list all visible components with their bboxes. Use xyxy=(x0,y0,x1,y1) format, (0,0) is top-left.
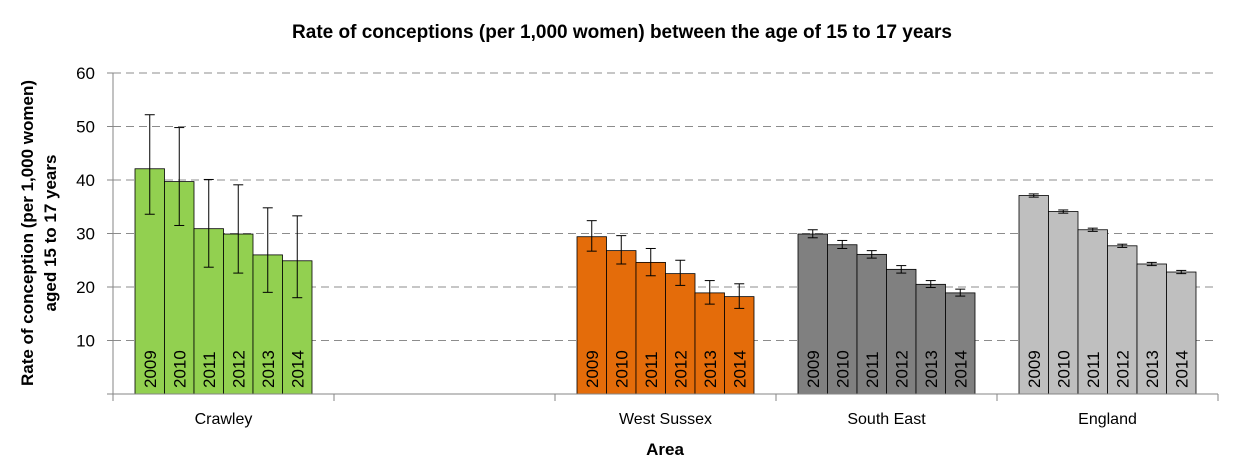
bar-year-label: 2014 xyxy=(730,350,749,388)
y-tick-label: 40 xyxy=(76,171,95,190)
bar-year-label: 2014 xyxy=(951,350,970,388)
bar-year-label: 2013 xyxy=(259,350,278,388)
bar-year-label: 2012 xyxy=(671,350,690,388)
bar xyxy=(886,268,917,395)
category-label: Crawley xyxy=(195,411,253,428)
y-tick-label: 30 xyxy=(76,225,95,244)
x-axis-title: Area xyxy=(646,440,684,459)
category-label: England xyxy=(1078,411,1137,428)
bar-year-label: 2011 xyxy=(200,351,219,388)
category-label: West Sussex xyxy=(619,411,712,428)
y-axis-title-line-2: aged 15 to 17 years xyxy=(41,155,60,312)
y-axis-title: Rate of conception (per 1,000 women) age… xyxy=(18,80,60,386)
bar-year-label: 2009 xyxy=(141,350,160,388)
bar xyxy=(1166,271,1197,395)
bar xyxy=(606,250,637,395)
bar-year-label: 2011 xyxy=(863,351,882,388)
y-axis-title-line-1: Rate of conception (per 1,000 women) xyxy=(18,80,37,386)
bar xyxy=(1077,229,1108,395)
bar xyxy=(576,236,607,395)
series-england: 2009 2010 2011 2012 2013 2014 xyxy=(1018,193,1197,395)
bar xyxy=(724,296,755,395)
bar-year-label: 2010 xyxy=(833,350,852,388)
bar-year-label: 2009 xyxy=(583,350,602,388)
y-tick-label: 50 xyxy=(76,118,95,137)
bar-year-label: 2010 xyxy=(612,350,631,388)
y-tick-label: 20 xyxy=(76,278,95,297)
bar-year-label: 2012 xyxy=(1113,350,1132,388)
axes xyxy=(107,72,1219,401)
category-label: South East xyxy=(847,411,926,428)
bar-year-label: 2009 xyxy=(804,350,823,388)
series-south-east: 2009 2010 2011 2012 2013 2014 xyxy=(797,229,976,395)
category-labels: Crawley West Sussex South East England xyxy=(195,411,1137,428)
bar xyxy=(915,283,946,395)
bar-year-label: 2012 xyxy=(229,350,248,388)
bar-year-label: 2010 xyxy=(170,350,189,388)
bar-year-label: 2013 xyxy=(922,350,941,388)
series-crawley: 2009 2010 2011 2012 2013 2014 xyxy=(134,114,313,395)
bar-year-label: 2011 xyxy=(1084,351,1103,388)
bar xyxy=(694,292,725,395)
y-tick-label: 10 xyxy=(76,332,95,351)
bars: 2009 2010 2011 2012 2013 2014 2009 2010 2011 2012… xyxy=(134,114,1197,395)
series-west-sussex: 2009 2010 2011 2012 2013 2014 xyxy=(576,220,755,395)
bar xyxy=(665,273,696,395)
y-tick-label: 60 xyxy=(76,64,95,83)
bar-year-label: 2013 xyxy=(701,350,720,388)
y-tick-labels: 10 20 30 40 50 60 xyxy=(76,64,95,351)
bar-year-label: 2010 xyxy=(1054,350,1073,388)
bar-year-label: 2014 xyxy=(288,350,307,388)
chart-title: Rate of conceptions (per 1,000 women) be… xyxy=(292,22,952,43)
bar-year-label: 2013 xyxy=(1143,350,1162,388)
bar xyxy=(1018,195,1049,395)
bar-year-label: 2014 xyxy=(1172,350,1191,388)
bar-year-label: 2011 xyxy=(642,351,661,388)
bar-year-label: 2012 xyxy=(892,350,911,388)
bar xyxy=(635,261,666,395)
bar-year-label: 2009 xyxy=(1025,350,1044,388)
